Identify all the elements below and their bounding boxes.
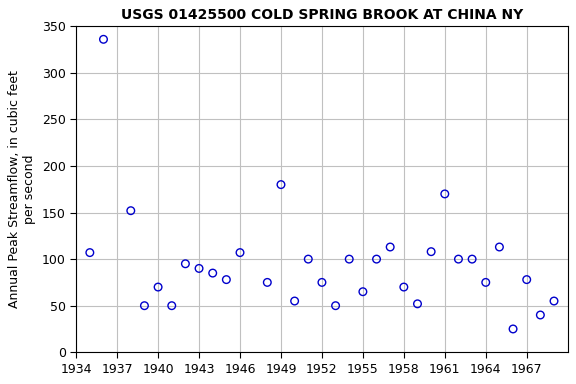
Point (399, 284, 408, 290)
Point (509, 326, 518, 332)
Point (440, 191, 449, 197)
Point (344, 256, 354, 262)
Point (195, 265, 204, 271)
Point (536, 312, 545, 318)
Point (522, 276, 531, 283)
Point (413, 301, 422, 307)
Point (85, 250, 94, 256)
Point (372, 256, 381, 262)
Point (263, 279, 272, 285)
Point (236, 250, 245, 256)
Point (304, 256, 313, 262)
Point (495, 244, 504, 250)
Point (99, 36, 108, 42)
Point (454, 256, 463, 262)
Title: USGS 01425500 COLD SPRING BROOK AT CHINA NY: USGS 01425500 COLD SPRING BROOK AT CHINA… (121, 8, 523, 22)
Point (208, 270, 217, 276)
Point (385, 244, 395, 250)
Point (153, 284, 162, 290)
Point (140, 303, 149, 309)
Point (181, 261, 190, 267)
Point (550, 298, 559, 304)
Point (358, 289, 367, 295)
Point (331, 303, 340, 309)
Point (468, 256, 477, 262)
Point (276, 182, 286, 188)
Point (290, 298, 299, 304)
Point (317, 279, 327, 285)
Point (427, 248, 436, 255)
Point (126, 208, 135, 214)
Y-axis label: Annual Peak Streamflow, in cubic feet
per second: Annual Peak Streamflow, in cubic feet pe… (8, 70, 36, 308)
Point (222, 276, 231, 283)
Point (167, 303, 176, 309)
Point (481, 279, 490, 285)
